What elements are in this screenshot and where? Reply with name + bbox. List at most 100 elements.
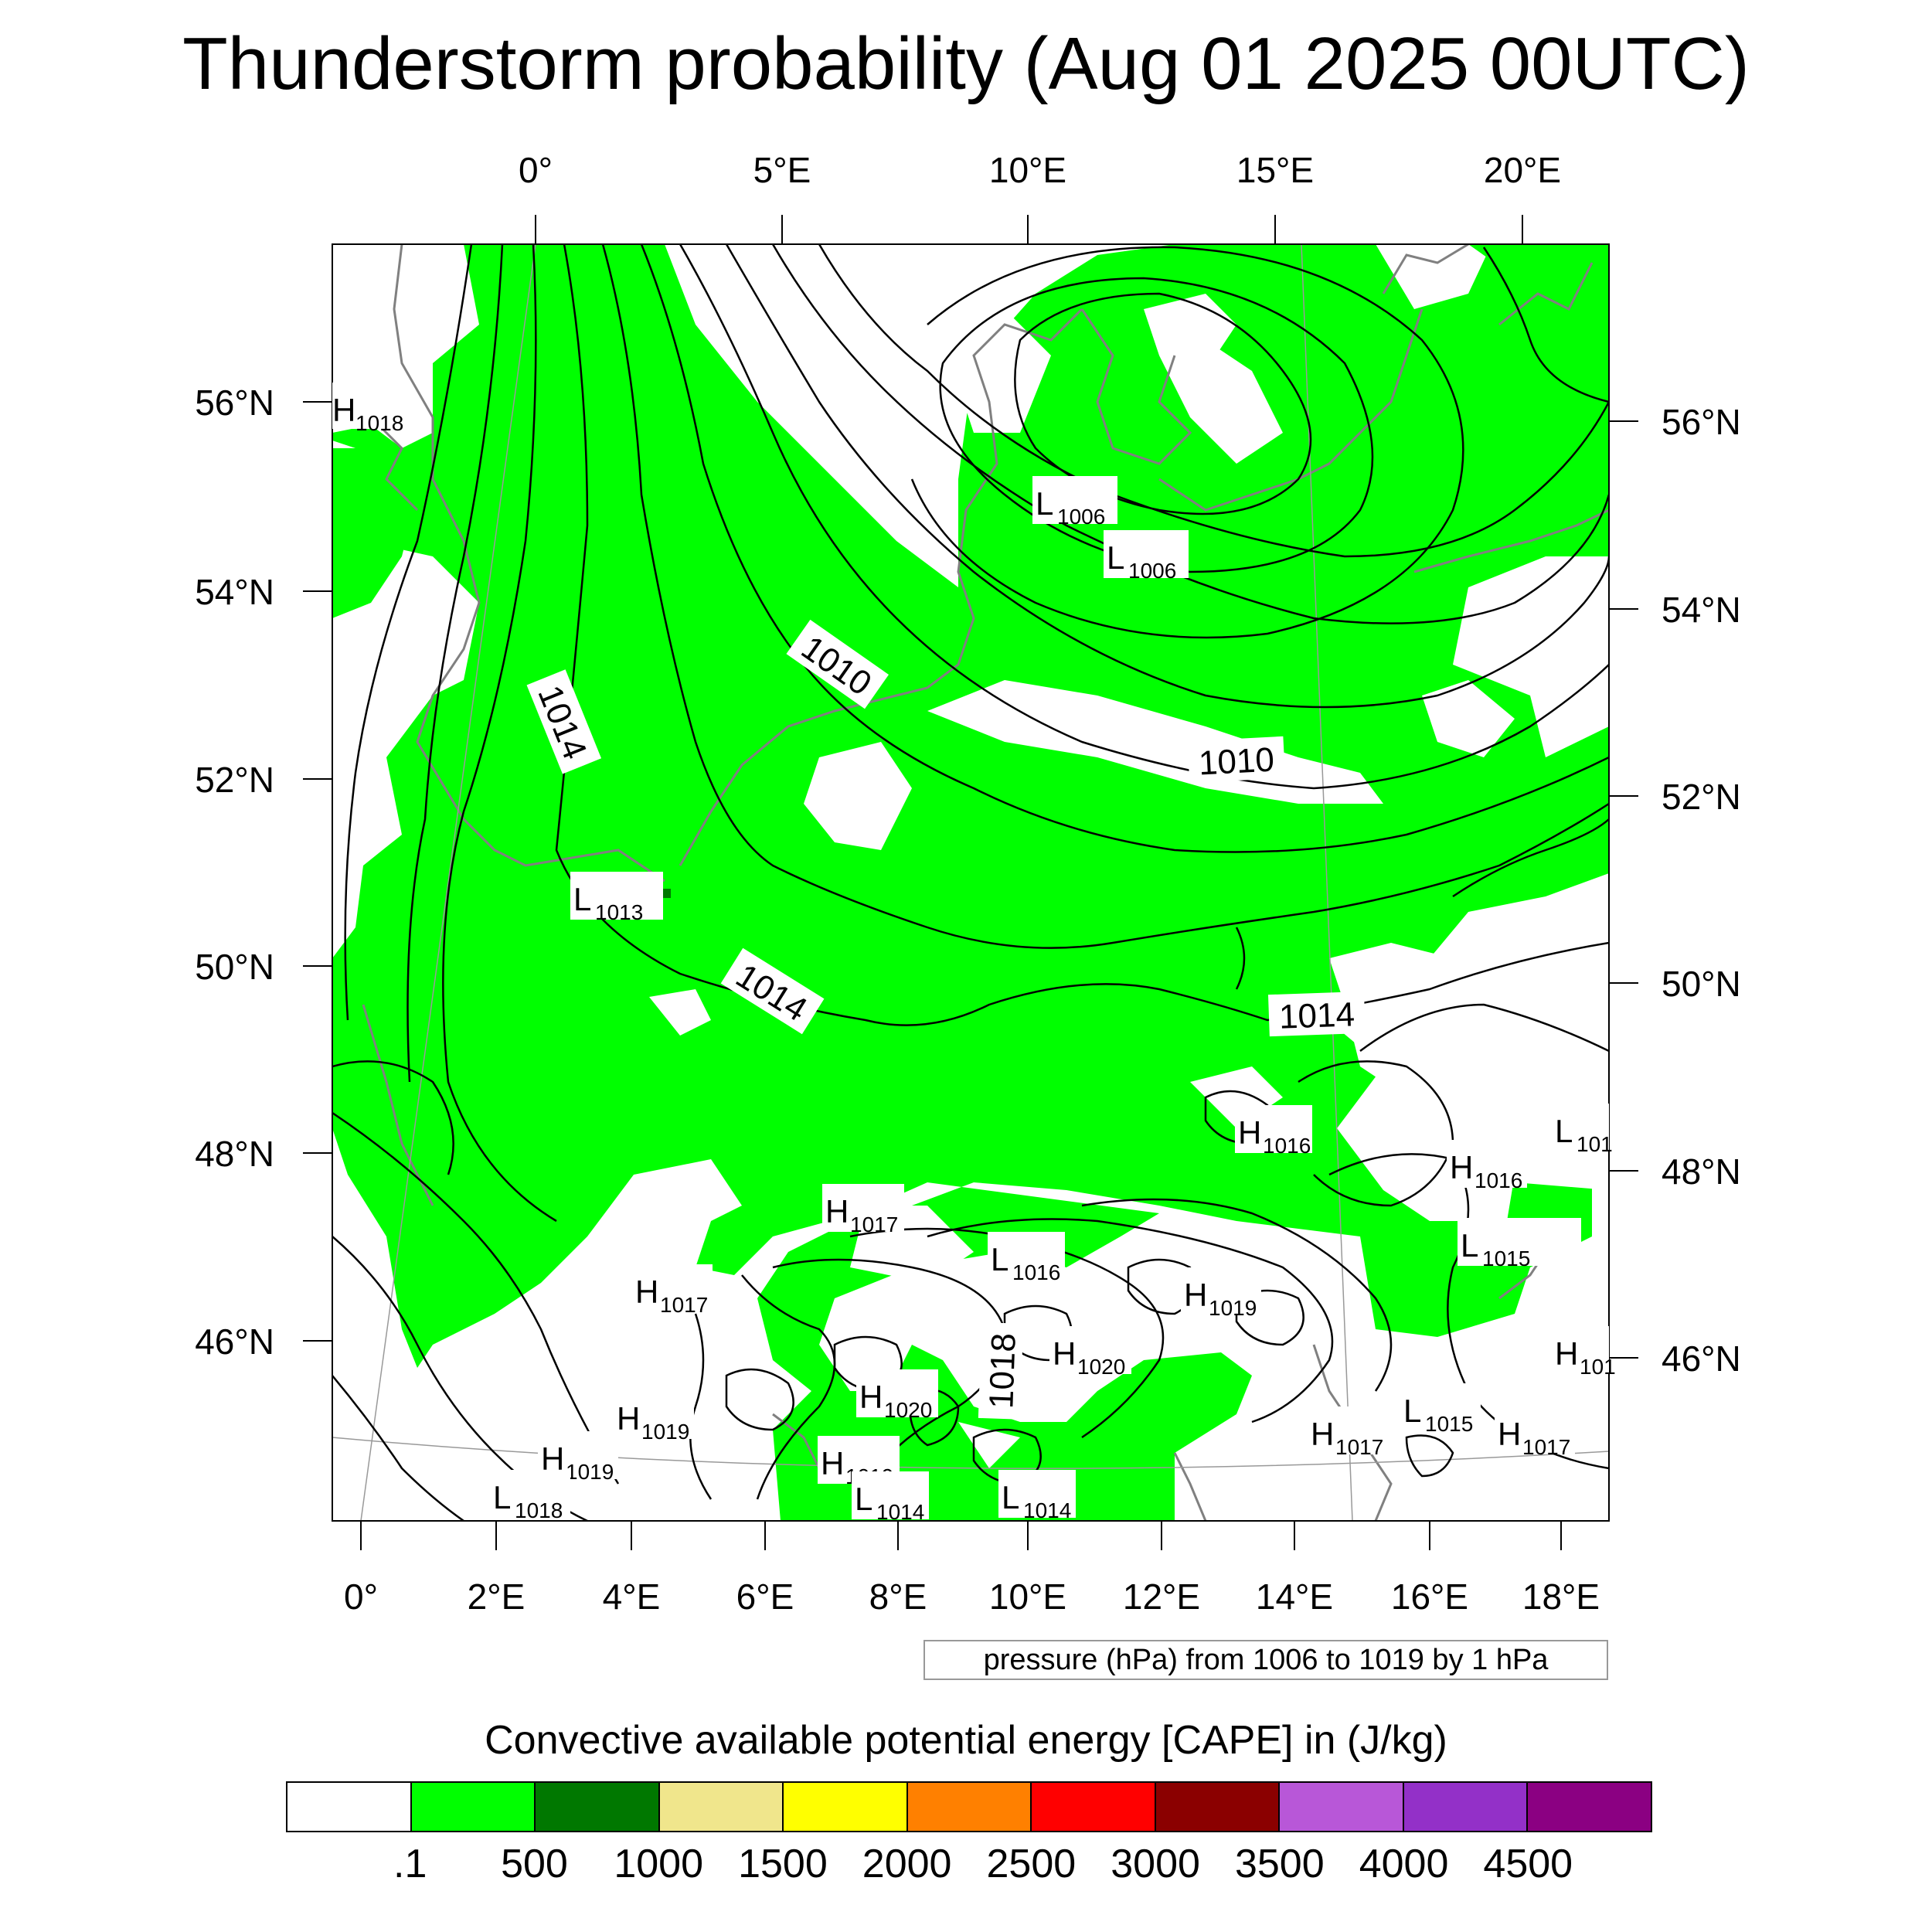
colorbar-tick-label: 500 [501,1842,568,1886]
right-lat-label: 52°N [1662,777,1741,817]
pressure-center-value: 1016 [1263,1134,1311,1158]
colorbar-swatch [411,1783,536,1831]
pressure-center-value: 1019 [566,1460,614,1484]
colorbar-swatch [1280,1783,1404,1831]
colorbar-tick-label: 2500 [986,1842,1077,1886]
right-lat-label: 48°N [1662,1151,1741,1192]
pressure-center-type: L [855,1481,872,1517]
right-lat-label: 50°N [1662,964,1741,1004]
bottom-lon-label: 8°E [869,1577,927,1617]
pressure-center-value: 1020 [884,1398,932,1422]
pressure-center-type: H [1311,1416,1334,1452]
colorbar-tick-label: 2000 [862,1842,952,1886]
colorbar-swatch [1403,1783,1529,1831]
colorbar-tick-label: 4500 [1483,1842,1573,1886]
pressure-center-value: 1015 [1482,1247,1530,1270]
cape-area-west-coast [332,448,417,618]
pressure-center-type: H [635,1274,658,1310]
isobars [332,244,1609,1521]
colorbar-tick-label: 4000 [1359,1842,1449,1886]
pressure-center-type: L [1107,539,1124,576]
bottom-lon-label: 12°E [1123,1577,1200,1617]
left-lat-label: 56°N [195,383,274,423]
pressure-center-value: 1017 [850,1213,898,1236]
colorbar-tick-label: 3500 [1234,1842,1325,1886]
top-lon-label: 5°E [753,150,811,190]
pressure-center-type: H [1053,1335,1076,1372]
bottom-lon-label: 0° [344,1577,378,1617]
isobar-label: 1014 [1278,995,1355,1036]
top-lon-label: 15°E [1236,150,1314,190]
colorbar-tick-label: 1000 [614,1842,704,1886]
pressure-centers: H 1018 L 1006 L 1006 L 1013 H 1016 L 101… [332,383,1616,1524]
pressure-center-type: L [1555,1113,1573,1149]
pressure-center-value: 1018 [355,411,403,435]
pressure-center-type: H [1498,1416,1521,1452]
map-frame [332,243,1610,1522]
pressure-center-type: L [1002,1479,1019,1515]
bottom-lon-label: 10°E [989,1577,1066,1617]
pressure-center-type: H [825,1193,849,1230]
bottom-lon-label: 18°E [1522,1577,1600,1617]
pressure-center-value: 1017 [660,1293,708,1317]
pressure-center-type: L [1461,1227,1478,1264]
colorbar-swatch [907,1783,1032,1831]
pressure-center-value: 1006 [1057,505,1105,529]
map-title: Thunderstorm probability (Aug 01 2025 00… [182,22,1750,105]
colorbar-swatch [536,1783,660,1831]
isobar-label: 1018 [982,1332,1022,1410]
left-lat-label: 52°N [195,760,274,800]
pressure-center-value: 1015 [1425,1412,1473,1436]
pressure-center-type: L [1403,1393,1421,1429]
tick-marks [303,215,1638,1550]
colorbar-swatch [1528,1783,1651,1831]
coastlines [362,244,1609,1521]
top-lon-label: 10°E [989,150,1066,190]
colorbar-swatch [287,1783,412,1831]
pressure-center-value: 101 [1577,1132,1613,1156]
pressure-center-type: L [493,1479,511,1515]
left-lat-label: 54°N [195,572,274,612]
left-lat-label: 50°N [195,947,274,987]
top-longitude-labels: 0° 5°E 10°E 15°E 20°E [519,150,1561,190]
pressure-center-value: 1016 [1012,1260,1060,1284]
pressure-center-type: H [859,1379,883,1415]
colorbar-title: Convective available potential energy [C… [485,1718,1447,1763]
bottom-lon-label: 6°E [736,1577,794,1617]
pressure-center-type: L [1036,485,1053,522]
cape-area-main [332,244,1609,1521]
pressure-center-value: 1019 [641,1420,689,1444]
colorbar [286,1781,1652,1832]
bottom-lon-label: 2°E [468,1577,526,1617]
pressure-center-type: H [821,1445,844,1481]
pressure-center-type: L [991,1241,1009,1277]
colorbar-swatch [1032,1783,1156,1831]
bottom-longitude-labels: 0° 2°E 4°E 6°E 8°E 10°E 12°E 14°E 16°E 1… [344,1577,1600,1617]
pressure-center-value: 1013 [595,900,643,924]
pressure-center-type: H [332,392,355,428]
bottom-lon-label: 16°E [1391,1577,1468,1617]
pressure-center-type: H [1555,1335,1578,1372]
top-lon-label: 0° [519,150,553,190]
colorbar-tick-label: 3000 [1111,1842,1200,1886]
left-latitude-labels: 56°N 54°N 52°N 50°N 48°N 46°N [195,383,274,1362]
pressure-center-type: H [1184,1277,1207,1313]
pressure-center-type: H [617,1400,640,1437]
pressure-center-value: 1017 [1335,1435,1383,1459]
colorbar-swatch [659,1783,784,1831]
cape-field [332,244,1609,1521]
pressure-center-value: 1014 [1023,1498,1071,1522]
left-lat-label: 46°N [195,1321,274,1362]
colorbar-tick-labels: .1 500 1000 1500 2000 2500 3000 3500 4000 4500 [0,1841,1932,1887]
pressure-center-value: 1014 [876,1500,924,1524]
pressure-center-type: L [573,881,591,917]
colorbar-swatch [1155,1783,1281,1831]
pressure-center-value: 101 [1580,1355,1616,1379]
left-lat-label: 48°N [195,1134,274,1174]
pressure-center-value: 1006 [1128,559,1176,583]
pressure-center-type: H [1238,1114,1261,1151]
colorbar-tick-label: .1 [393,1842,427,1886]
pressure-center-value: 1020 [1077,1355,1125,1379]
pressure-center-value: 1018 [515,1498,563,1522]
